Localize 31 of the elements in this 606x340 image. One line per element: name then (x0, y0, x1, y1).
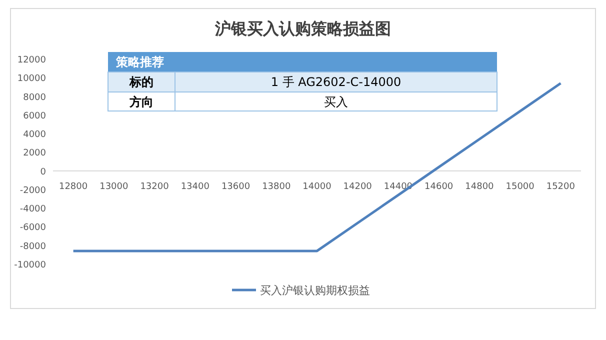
x-tick-label: 13400 (180, 182, 210, 192)
x-tick-label: 14000 (302, 182, 332, 192)
annotation: 方向 (128, 95, 154, 109)
x-tick-label: 14600 (424, 182, 454, 192)
annotation: 策略推荐 (115, 55, 164, 69)
y-tick-label: 6000 (23, 111, 46, 122)
x-tick-label: 12800 (58, 182, 88, 192)
x-tick-label: 13600 (221, 182, 250, 192)
y-tick-label: -8000 (20, 242, 46, 252)
legend-label: 买入沪银认购期权损益 (260, 284, 370, 297)
y-tick-label: -2000 (20, 186, 46, 196)
annotation: 1 手 AG2602-C-14000 (270, 75, 402, 89)
x-tick-label: 14800 (465, 182, 494, 192)
y-tick-label: 12000 (17, 56, 46, 66)
y-tick-label: 0 (40, 167, 46, 178)
x-tick-label: 13200 (140, 182, 170, 192)
y-tick-label: 4000 (23, 130, 46, 140)
x-tick-label: 15200 (546, 182, 576, 192)
y-tick-label: -6000 (20, 223, 46, 234)
x-tick-label: 15000 (506, 182, 535, 192)
x-tick-label: 13800 (262, 182, 291, 192)
y-tick-label: -10000 (14, 260, 46, 270)
y-tick-label: 2000 (23, 148, 46, 159)
annotation: 买入 (324, 95, 348, 109)
y-tick-label: 10000 (17, 74, 46, 84)
y-tick-label: 8000 (23, 92, 46, 103)
x-tick-label: 14200 (343, 182, 372, 192)
y-tick-label: -4000 (20, 204, 46, 215)
chart-title: 沪银买入认购策略损益图 (214, 19, 391, 38)
annotation: 标的 (128, 75, 154, 89)
x-tick-label: 13000 (100, 182, 129, 192)
